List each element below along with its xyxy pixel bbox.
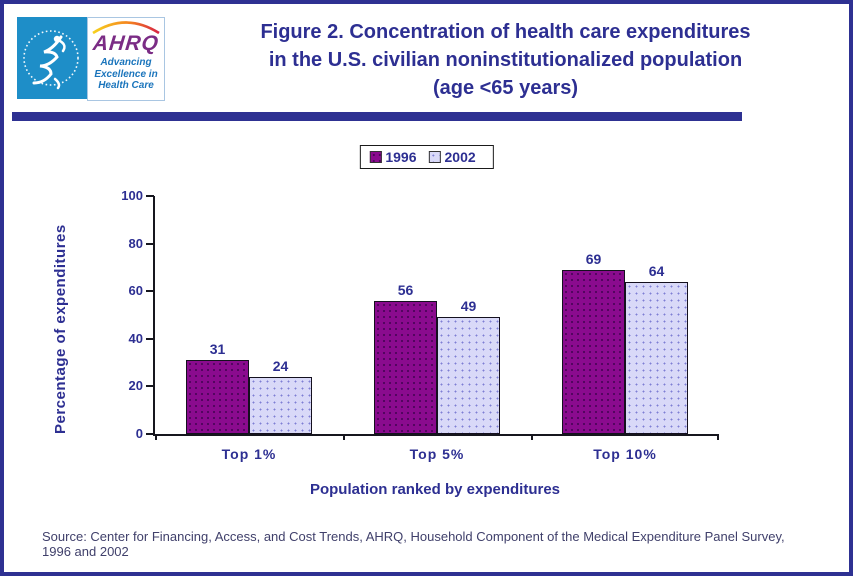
y-axis-tick <box>146 337 154 340</box>
ahrq-tagline: Advancing Excellence in Health Care <box>94 57 157 92</box>
y-axis-tick-label: 60 <box>128 283 143 299</box>
legend-marker-1996 <box>369 151 382 163</box>
legend-marker-2002 <box>428 151 441 163</box>
x-category-label: Top 1% <box>221 446 277 462</box>
ahrq-arc-icon <box>92 21 160 34</box>
source-note: Source: Center for Financing, Access, an… <box>42 529 831 559</box>
y-axis-tick <box>146 242 154 245</box>
y-axis-tick <box>146 290 154 293</box>
agency-logo-block: AHRQ Advancing Excellence in Health Care <box>17 17 165 101</box>
tagline-line: Health Care <box>98 80 154 91</box>
legend-label-2002: 2002 <box>444 149 476 165</box>
bar-2002-top-1- <box>249 377 312 434</box>
bar-2002-top-5- <box>437 317 500 434</box>
plot-area: 0 20 40 60 80 100 31 24 Top 1% 56 49 Top 5% 69 64 Top … <box>121 188 719 462</box>
hhs-eagle-icon <box>23 30 79 90</box>
y-axis-tick-label: 100 <box>121 188 143 203</box>
source-line: Source: Center for Financing, Access, an… <box>42 529 785 544</box>
bar-value-label: 69 <box>585 251 602 267</box>
ahrq-logo: AHRQ Advancing Excellence in Health Care <box>87 17 165 101</box>
tagline-line: Excellence in <box>94 68 158 80</box>
figure-title-line: Figure 2. Concentration of health care e… <box>260 21 751 43</box>
x-axis-tick <box>717 434 719 440</box>
tagline-line: Advancing <box>100 57 152 68</box>
y-axis-tick-label: 80 <box>128 235 143 251</box>
figure-title: Figure 2. Concentration of health care e… <box>172 18 839 102</box>
bar-1996-top-10- <box>562 270 625 434</box>
header-divider <box>12 112 742 121</box>
legend-label-1996: 1996 <box>385 149 417 165</box>
x-axis-title: Population ranked by expenditures <box>309 481 561 498</box>
bar-1996-top-5- <box>374 301 437 434</box>
x-category-label: Top 10% <box>593 446 657 462</box>
x-axis-tick <box>343 434 345 440</box>
chart-legend: 1996 2002 <box>359 145 494 169</box>
figure-title-line: (age <65 years) <box>432 77 579 99</box>
ahrq-wordmark: AHRQ <box>91 32 161 55</box>
bar-value-label: 24 <box>272 358 289 374</box>
bar-2002-top-10- <box>625 282 688 434</box>
y-axis-tick <box>146 433 154 435</box>
x-axis-tick <box>155 434 157 440</box>
y-axis-tick <box>146 385 154 388</box>
bar-value-label: 64 <box>648 263 665 279</box>
source-line: 1996 and 2002 <box>42 544 129 559</box>
hhs-logo <box>17 17 87 99</box>
y-axis-title: Percentage of expenditures <box>52 224 69 434</box>
bar-value-label: 49 <box>460 298 477 314</box>
x-category-label: Top 5% <box>409 446 465 462</box>
bar-value-label: 56 <box>397 282 414 298</box>
y-axis-tick-label: 0 <box>135 426 143 441</box>
bar-1996-top-1- <box>186 360 249 434</box>
x-axis-tick <box>531 434 533 440</box>
bar-value-label: 31 <box>209 341 226 357</box>
y-axis-tick-label: 40 <box>128 330 143 346</box>
y-axis-tick <box>146 195 154 197</box>
figure-title-line: in the U.S. civilian noninstitutionalize… <box>268 49 743 71</box>
y-axis-tick-label: 20 <box>128 378 143 394</box>
